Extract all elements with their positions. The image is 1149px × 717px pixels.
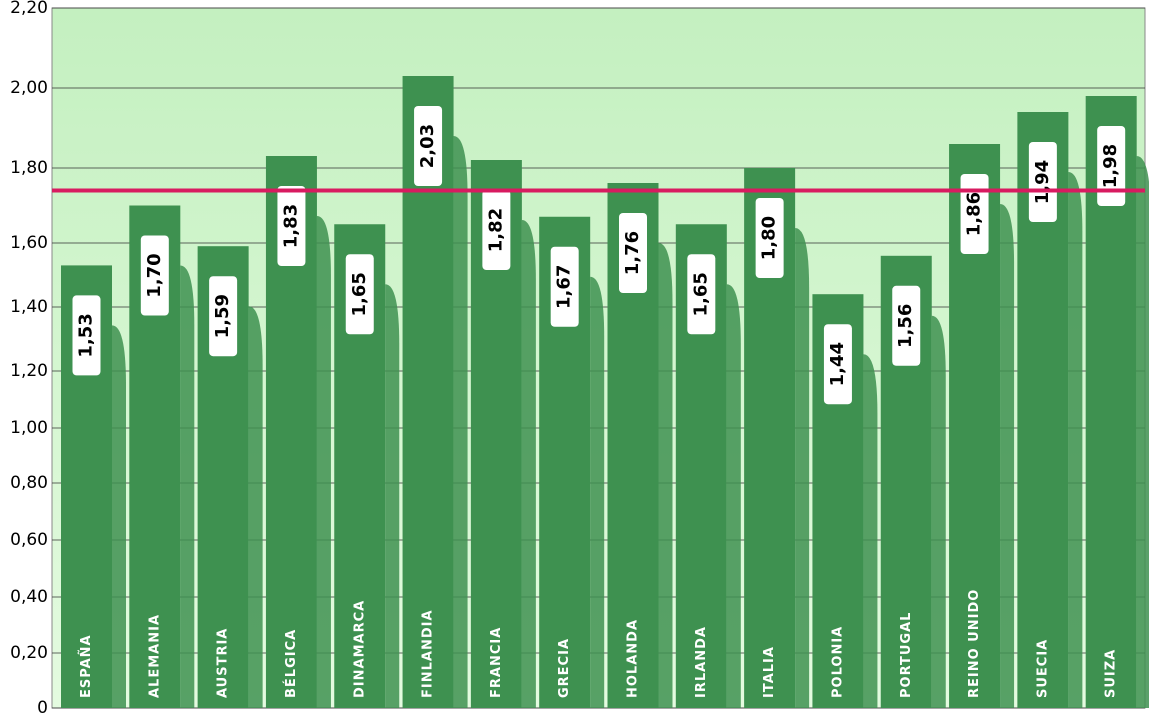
x-tick-label: SUIZA — [1104, 649, 1119, 698]
x-tick-label: FINLANDIA — [421, 609, 436, 698]
bar-decoration — [112, 325, 126, 708]
value-label-box — [482, 190, 511, 270]
value-label-box — [209, 276, 238, 357]
value-label: 1,53 — [76, 313, 97, 357]
x-tick-label: REINO UNIDO — [967, 589, 982, 698]
value-label-box — [823, 324, 852, 405]
value-label: 1,98 — [1100, 144, 1121, 188]
value-label: 1,76 — [622, 231, 643, 275]
value-label-box — [277, 186, 306, 266]
bar-decoration — [1068, 172, 1083, 708]
x-tick-label: HOLANDA — [626, 619, 641, 698]
x-tick-label: AUSTRIA — [216, 628, 231, 698]
value-label: 2,03 — [417, 124, 438, 168]
x-tick-label: BÉLGICA — [283, 629, 299, 698]
x-tick-label: POLONIA — [830, 626, 845, 698]
value-label-box — [414, 106, 443, 186]
value-label: 1,83 — [280, 204, 301, 248]
bar-decoration — [590, 276, 605, 708]
bar-decoration — [521, 220, 536, 708]
value-label-box — [345, 254, 374, 335]
value-label: 1,70 — [144, 253, 165, 297]
y-tick-label: 0 — [37, 698, 48, 717]
x-tick-label: FRANCIA — [489, 627, 504, 698]
x-tick-label: ALEMANIA — [147, 614, 162, 698]
bar-decoration — [1000, 204, 1015, 708]
value-label-box — [619, 213, 647, 293]
value-label-box — [72, 295, 101, 376]
bar-decoration — [248, 306, 263, 708]
value-label: 1,67 — [554, 265, 575, 309]
x-tick-label: ESPAÑA — [78, 634, 94, 698]
value-label: 1,86 — [964, 192, 985, 236]
bar-decoration — [453, 136, 468, 708]
bar-decoration — [385, 284, 400, 708]
y-tick-label: 0,40 — [10, 587, 48, 607]
y-tick-label: 1,60 — [10, 233, 48, 253]
value-label-box — [140, 235, 169, 316]
value-label: 1,80 — [759, 216, 780, 260]
value-label: 1,44 — [827, 342, 848, 386]
bar-decoration — [795, 228, 810, 708]
y-tick-label: 2,00 — [10, 78, 48, 98]
bar-decoration — [316, 216, 331, 708]
value-label-box — [687, 254, 716, 335]
value-label: 1,82 — [485, 208, 506, 252]
x-tick-label: ITALIA — [762, 646, 777, 698]
value-label: 1,94 — [1032, 160, 1053, 204]
value-label: 1,65 — [690, 272, 711, 316]
bar-decoration — [180, 265, 195, 708]
y-tick-label: 2,20 — [10, 0, 48, 18]
x-tick-label: IRLANDA — [694, 626, 709, 698]
y-tick-label: 1,20 — [10, 361, 48, 381]
bar-decoration — [931, 315, 946, 708]
y-tick-label: 1,00 — [10, 418, 48, 438]
value-label-box — [960, 174, 989, 254]
value-label-box — [755, 198, 784, 278]
value-label: 1,65 — [349, 272, 370, 316]
y-tick-label: 0,20 — [10, 643, 48, 663]
y-tick-label: 1,40 — [10, 297, 48, 317]
x-tick-label: DINAMARCA — [352, 600, 367, 698]
value-label-box — [892, 285, 921, 366]
y-tick-label: 0,80 — [10, 473, 48, 493]
bar-decoration — [658, 243, 673, 708]
bar-decoration — [726, 284, 741, 708]
value-label-box — [550, 246, 579, 327]
x-tick-label: GRECIA — [557, 638, 572, 698]
y-tick-label: 1,80 — [10, 158, 48, 178]
y-tick-label: 0,60 — [10, 530, 48, 550]
value-label: 1,56 — [895, 304, 916, 348]
x-tick-label: SUECIA — [1035, 639, 1050, 698]
bar-decoration — [1136, 156, 1149, 708]
bar-decoration — [863, 354, 878, 708]
value-label: 1,59 — [212, 294, 233, 338]
value-label-box — [1028, 142, 1057, 222]
x-tick-label: PORTUGAL — [899, 612, 914, 698]
value-label-box — [1097, 126, 1126, 206]
